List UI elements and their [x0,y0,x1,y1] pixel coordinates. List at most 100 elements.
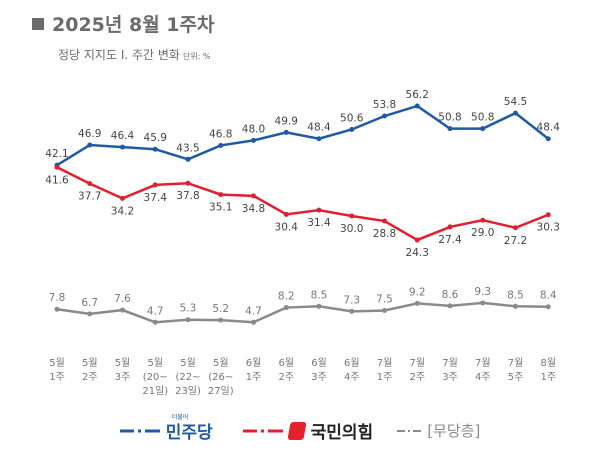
x-tick-label: 7월 [508,357,524,369]
minjoo-label: 민주당 [165,423,213,443]
x-tick-label: 5주 [508,372,524,383]
data-point [349,308,355,314]
x-tick-label: 23일) [175,385,201,397]
data-label: 37.7 [78,191,101,203]
data-point [382,308,387,313]
data-point [152,182,158,188]
data-point [414,103,420,109]
data-point [349,213,355,219]
data-label: 8.2 [278,291,295,303]
x-tick-label: 3주 [311,372,327,383]
data-label: 50.6 [340,112,364,124]
ppp-label: 국민의힘 [310,423,374,443]
data-point [185,180,191,186]
x-tick-label: 3주 [115,372,131,383]
data-label: 46.8 [209,128,232,140]
data-point [185,317,191,323]
x-tick-label: 2주 [278,372,294,383]
data-point [87,142,93,148]
x-tick-label: 6월 [278,357,294,369]
x-tick-label: 3주 [442,372,458,383]
data-point [447,224,453,230]
data-label: 4.7 [147,305,164,317]
data-label: 30.3 [537,222,560,234]
data-label: 50.8 [438,112,461,124]
data-point [545,212,551,218]
data-label: 28.8 [373,228,396,240]
data-point [218,142,224,148]
x-tick-label: 7월 [409,357,425,369]
data-label: 30.4 [275,221,299,233]
minjoo-logo-small: 더불어 [171,414,189,421]
legend-item-independent: [무당층] [397,420,480,441]
data-point [480,300,486,306]
data-point [120,144,125,150]
data-label: 24.3 [406,247,429,259]
data-point [513,225,518,231]
x-tick-label: 5월 [49,357,65,369]
data-label: 7.8 [49,292,66,304]
red-line-marker-icon [242,429,283,432]
x-tick-label: 2주 [82,372,98,383]
data-point [349,126,355,132]
data-label: 37.4 [144,192,168,204]
data-point [316,136,322,142]
page-title: 2025년 8월 1주차 [32,10,214,37]
data-point [251,137,256,143]
data-point [447,303,453,309]
unit-label: 단위: % [182,52,211,61]
data-label: 8.6 [442,289,459,301]
data-label: 7.5 [376,294,393,306]
series-line-0 [56,104,550,167]
data-point [283,211,289,217]
data-point [54,306,60,312]
series-line-2 [56,301,549,324]
x-tick-label: (22~ [175,372,200,383]
data-label: 30.0 [340,223,363,235]
x-tick-label: 1주 [246,372,262,383]
data-point [513,110,518,116]
data-label: 27.2 [504,235,527,247]
data-label: 49.9 [275,115,298,127]
legend-item-ppp: 국민의힘 [242,418,374,443]
data-label: 56.2 [406,89,429,101]
data-point [283,305,289,311]
data-label: 5.2 [212,303,229,315]
series-line-1 [56,166,549,242]
data-point [251,193,256,199]
data-point [120,195,125,201]
data-point [152,319,158,325]
data-point [120,307,125,313]
x-tick-label: 5월 [82,357,98,369]
title-text: 2025년 8월 1주차 [52,14,215,36]
data-point [545,304,551,310]
x-tick-label: (20~ [143,372,168,383]
data-label: 46.4 [111,130,135,142]
x-tick-label: 5월 [115,357,131,369]
data-point [316,207,322,213]
data-point [54,164,60,170]
x-tick-label: 4주 [344,372,360,383]
x-tick-label: (26~ [208,372,233,383]
data-label: 48.4 [537,122,561,134]
data-label: 37.8 [176,190,199,202]
x-tick-label: 1주 [377,372,393,383]
x-tick-label: 6월 [344,357,360,369]
data-point [87,311,93,317]
independent-label: [무당층] [427,422,481,440]
x-tick-label: 4주 [475,372,491,383]
x-tick-label: 5월 [213,357,229,369]
x-tick-label: 5월 [180,357,196,369]
data-label: 9.2 [409,286,426,298]
x-tick-label: 7월 [475,357,491,369]
data-point [545,136,551,142]
data-label: 29.0 [471,227,494,239]
data-point [283,129,289,135]
subtitle-text: 정당 지지도 Ⅰ. 주간 변화 [58,48,180,62]
data-label: 46.9 [78,128,101,140]
data-point [480,217,486,223]
data-label: 7.3 [343,294,360,306]
data-point [447,126,453,132]
data-label: 53.8 [373,99,396,111]
